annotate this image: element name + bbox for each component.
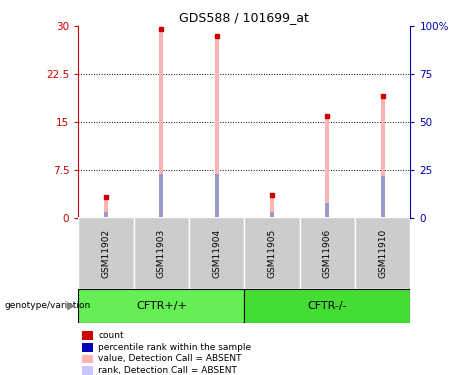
Title: GDS588 / 101699_at: GDS588 / 101699_at <box>179 11 309 24</box>
Bar <box>78 289 244 322</box>
Bar <box>78 217 134 289</box>
Bar <box>82 331 93 340</box>
Bar <box>381 176 384 218</box>
Text: GSM11910: GSM11910 <box>378 228 387 278</box>
Text: GSM11905: GSM11905 <box>267 228 277 278</box>
Bar <box>82 343 93 352</box>
Bar <box>325 116 329 218</box>
Bar <box>215 174 219 217</box>
Text: GSM11906: GSM11906 <box>323 228 332 278</box>
Bar <box>325 204 329 218</box>
Bar <box>82 354 93 363</box>
Text: ▶: ▶ <box>67 301 75 310</box>
Text: value, Detection Call = ABSENT: value, Detection Call = ABSENT <box>98 354 242 363</box>
Bar <box>104 197 108 217</box>
Bar <box>300 217 355 289</box>
Text: CFTR+/+: CFTR+/+ <box>136 301 187 310</box>
Text: GSM11903: GSM11903 <box>157 228 166 278</box>
Bar <box>355 217 410 289</box>
Bar <box>134 217 189 289</box>
Bar <box>160 174 163 217</box>
Text: rank, Detection Call = ABSENT: rank, Detection Call = ABSENT <box>98 366 237 375</box>
Bar <box>270 195 274 217</box>
Bar <box>244 217 300 289</box>
Text: GSM11904: GSM11904 <box>212 228 221 278</box>
Text: CFTR-/-: CFTR-/- <box>307 301 347 310</box>
Text: percentile rank within the sample: percentile rank within the sample <box>98 343 251 352</box>
Bar <box>270 212 274 217</box>
Bar <box>189 217 244 289</box>
Bar <box>82 366 93 375</box>
Text: count: count <box>98 331 124 340</box>
Bar <box>215 36 219 218</box>
Bar <box>244 289 410 322</box>
Text: genotype/variation: genotype/variation <box>5 301 91 310</box>
Bar <box>160 30 163 218</box>
Bar <box>381 96 384 218</box>
Bar <box>104 212 108 217</box>
Text: GSM11902: GSM11902 <box>101 228 111 278</box>
